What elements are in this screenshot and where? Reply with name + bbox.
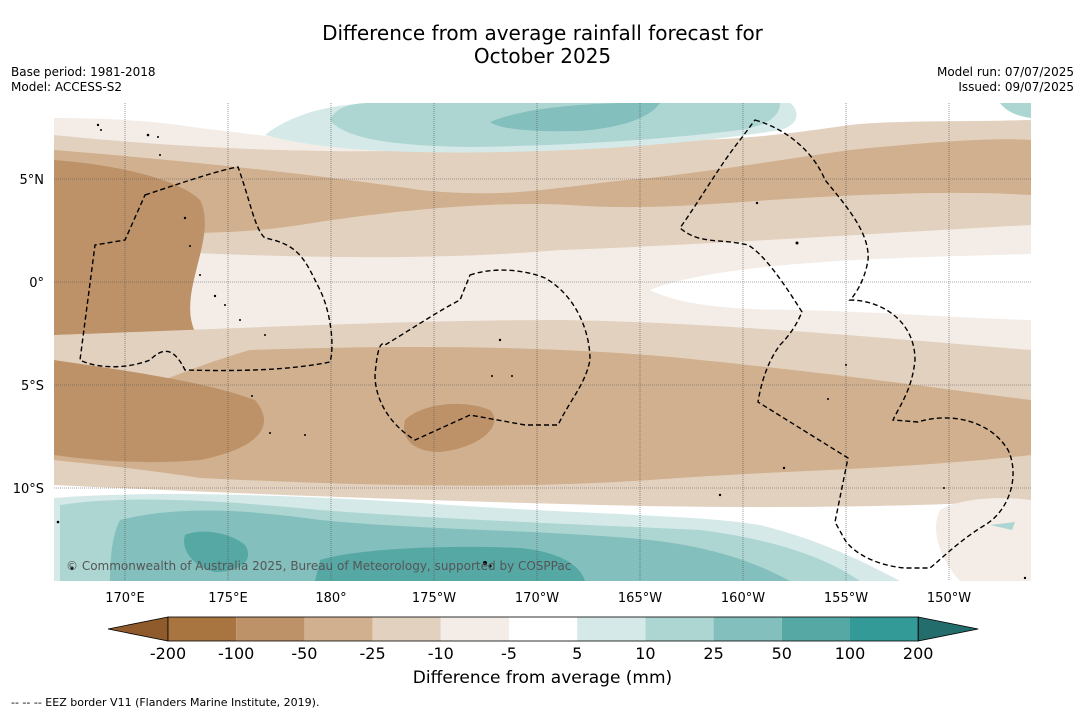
colorbar-segment — [577, 617, 646, 641]
lon-label: 175°E — [208, 591, 248, 606]
colorbar-tick-label: 10 — [635, 644, 655, 663]
right-meta: Model run: 07/07/2025 Issued: 09/07/2025 — [937, 65, 1074, 95]
longitude-labels: 170°E 175°E 180° 175°W 170°W 165°W 160°W… — [105, 591, 971, 606]
colorbar-segment — [440, 617, 509, 641]
map-title: Difference from average rainfall forecas… — [0, 22, 1085, 68]
colorbar-tick-label: -25 — [360, 644, 386, 663]
title-line-2: October 2025 — [473, 44, 612, 68]
colorbar-segment — [304, 617, 373, 641]
base-period: Base period: 1981-2018 — [11, 65, 156, 79]
graticule — [54, 103, 1031, 581]
colorbar-tick-label: -100 — [218, 644, 254, 663]
lat-label: 10°S — [13, 482, 44, 497]
band-south-dry-2 — [54, 347, 1031, 486]
colorbar-segment — [645, 617, 714, 641]
title-line-1: Difference from average rainfall forecas… — [322, 21, 763, 45]
colorbar-tick-label: -50 — [291, 644, 317, 663]
eez-tokelau — [374, 269, 591, 441]
colorbar-tick-label: 100 — [835, 644, 866, 663]
model-name: Model: ACCESS-S2 — [11, 80, 123, 94]
colorbar-title: Difference from average (mm) — [412, 668, 673, 688]
colorbar-tick-label: -10 — [428, 644, 454, 663]
left-meta: Base period: 1981-2018 Model: ACCESS-S2 — [11, 65, 156, 95]
colorbar-outline — [167, 616, 919, 642]
lat-label: 5°N — [20, 173, 45, 188]
lat-label: 0° — [29, 276, 44, 291]
lon-label: 170°E — [105, 591, 145, 606]
lon-label: 175°W — [412, 591, 456, 606]
colorbar-segment — [713, 617, 782, 641]
central-dry-blob — [404, 403, 495, 452]
band-north-dry-2 — [54, 139, 1031, 233]
south-wet-50 — [110, 510, 790, 581]
islands — [56, 123, 1027, 580]
south-wet-100-west — [184, 531, 249, 572]
west-dry-south — [54, 360, 264, 463]
se-dry-patch — [936, 498, 1031, 581]
colorbar-segment — [781, 617, 850, 641]
east-neutral — [650, 254, 1031, 320]
issued-date: Issued: 09/07/2025 — [958, 80, 1074, 94]
eez-footnote: -- -- -- EEZ border V11 (Flanders Marine… — [11, 696, 320, 709]
lat-label: 5°S — [21, 379, 44, 394]
colorbar-tick-label: 200 — [903, 644, 934, 663]
south-wet-100-central — [315, 546, 585, 581]
lon-label: 180° — [315, 591, 346, 606]
eez-cook-islands — [679, 119, 1014, 569]
colorbar-tick-label: 5 — [572, 644, 582, 663]
se-wet-speck — [990, 522, 1015, 530]
lon-label: 155°W — [824, 591, 868, 606]
lon-label: 165°W — [618, 591, 662, 606]
colorbar-tick-label: 25 — [703, 644, 723, 663]
lon-label: 170°W — [515, 591, 559, 606]
colorbar-segment — [509, 617, 578, 641]
colorbar-extend-low — [107, 616, 169, 642]
colorbar-segment — [236, 617, 305, 641]
colorbar-extend-high — [917, 616, 979, 642]
latitude-labels: 5°N 0° 5°S 10°S — [13, 173, 44, 497]
colorbar-segment — [168, 617, 237, 641]
north-wet-50 — [490, 103, 660, 132]
colorbar-segment — [372, 617, 441, 641]
colorbar-tick-label: 50 — [772, 644, 792, 663]
eez-borders — [79, 119, 1014, 569]
colorbar-tick-label: -5 — [501, 644, 517, 663]
model-run: Model run: 07/07/2025 — [936, 65, 1074, 79]
lon-label: 160°W — [721, 591, 765, 606]
colorbar-tick-label: -200 — [150, 644, 186, 663]
colorbar-segment — [850, 617, 919, 641]
lon-label: 150°W — [927, 591, 971, 606]
ne-wet-patch — [1000, 103, 1031, 118]
rainfall-field: © Commonwealth of Australia 2025, Bureau… — [54, 103, 1031, 581]
colorbar: -200 -100 -50 -25 -10 -5 5 10 25 50 100 200 — [107, 616, 979, 663]
copyright-text: © Commonwealth of Australia 2025, Bureau… — [66, 559, 571, 573]
